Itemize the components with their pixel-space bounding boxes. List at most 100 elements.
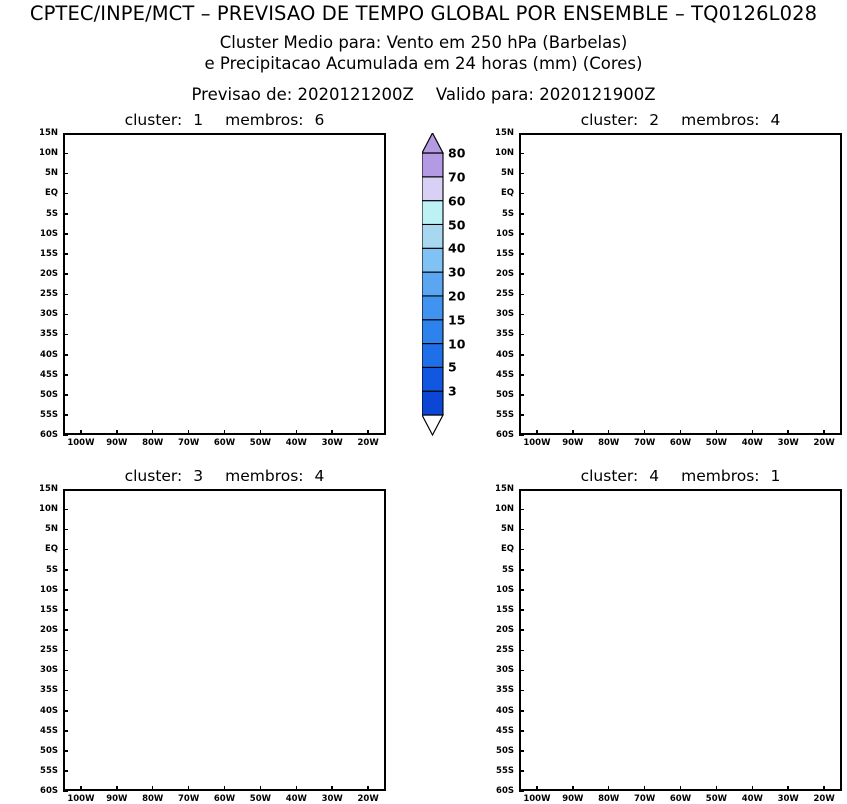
y-axis-tickmark xyxy=(63,750,68,752)
x-axis-tickmark xyxy=(644,430,646,435)
x-axis-tickmark xyxy=(116,786,118,791)
y-axis-tickmark xyxy=(519,213,524,215)
y-axis-tickmark xyxy=(63,133,68,135)
y-axis-tickmark xyxy=(519,334,524,336)
y-axis-tick: 55S xyxy=(496,410,514,420)
panel-frame xyxy=(63,489,386,791)
y-axis-tick: 30S xyxy=(40,309,58,319)
cluster-value: 2 xyxy=(649,111,659,129)
y-axis-tick: 40S xyxy=(496,350,514,360)
page-title: CPTEC/INPE/MCT – PREVISAO DE TEMPO GLOBA… xyxy=(0,2,847,25)
colorbar-band-70 xyxy=(422,177,443,201)
y-axis-tickmark xyxy=(519,730,524,732)
y-axis-tick: 15N xyxy=(39,484,58,494)
members-label: membros: xyxy=(225,111,303,129)
colorbar-tick-60: 60 xyxy=(448,193,465,208)
y-axis-tickmark xyxy=(63,650,68,652)
colorbar-tick-5: 5 xyxy=(448,360,457,375)
members-value: 4 xyxy=(771,111,781,129)
x-axis-tickmark xyxy=(572,786,574,791)
y-axis-tick: 20S xyxy=(40,269,58,279)
y-axis-tick: 20S xyxy=(496,625,514,635)
colorbar-tick-40: 40 xyxy=(448,241,465,256)
y-axis-tickmark xyxy=(63,549,68,551)
x-axis-tickmark xyxy=(331,430,333,435)
x-axis-tickmark xyxy=(116,430,118,435)
members-label: membros: xyxy=(225,467,303,485)
x-axis-tickmark xyxy=(536,430,538,435)
x-axis-tick: 60W xyxy=(670,438,691,448)
y-axis-tickmark xyxy=(63,690,68,692)
y-axis-tickmark xyxy=(519,414,524,416)
y-axis-tick: 35S xyxy=(40,329,58,339)
subtitle-line-2: e Precipitacao Acumulada em 24 horas (mm… xyxy=(0,54,847,73)
y-axis-tickmark xyxy=(519,374,524,376)
x-axis-tickmark xyxy=(716,786,718,791)
colorbar-tick-10: 10 xyxy=(448,336,465,351)
x-axis-tick: 100W xyxy=(523,438,550,448)
x-axis-tick: 50W xyxy=(706,438,727,448)
x-axis-tickmark xyxy=(716,430,718,435)
y-axis-tickmark xyxy=(63,710,68,712)
x-axis-tickmark xyxy=(188,786,190,791)
y-axis-tickmark xyxy=(519,770,524,772)
y-axis-tick: 10S xyxy=(40,229,58,239)
x-axis-tickmark xyxy=(608,430,610,435)
x-axis-tick: 50W xyxy=(250,438,271,448)
colorbar-tick-80: 80 xyxy=(448,146,465,161)
cluster-label: cluster: xyxy=(125,467,183,485)
y-axis-tick: 15S xyxy=(40,249,58,259)
x-axis-tickmark xyxy=(296,430,298,435)
x-axis-tick: 80W xyxy=(598,438,619,448)
y-axis-tickmark xyxy=(519,589,524,591)
forecast-valid-label: Valido para: 2020121900Z xyxy=(436,85,656,104)
x-axis-tickmark xyxy=(823,430,825,435)
y-axis-tick: 5S xyxy=(502,209,514,219)
colorbar-tick-20: 20 xyxy=(448,288,465,303)
x-axis-tickmark xyxy=(224,786,226,791)
y-axis-tick: 50S xyxy=(496,746,514,756)
y-axis-tick: 35S xyxy=(496,329,514,339)
x-axis-tickmark xyxy=(367,786,369,791)
y-axis-tick: 55S xyxy=(40,410,58,420)
x-axis-tickmark xyxy=(152,430,154,435)
x-axis-tickmark xyxy=(823,786,825,791)
y-axis-tick: 5N xyxy=(501,168,514,178)
x-axis-tick: 30W xyxy=(322,438,343,448)
members-value: 6 xyxy=(315,111,325,129)
x-axis-tick: 70W xyxy=(634,438,655,448)
x-axis-tick: 70W xyxy=(178,438,199,448)
y-axis-tick: 10N xyxy=(39,148,58,158)
y-axis-tickmark xyxy=(63,173,68,175)
y-axis-tick: 60S xyxy=(40,786,58,796)
y-axis-tick: 10N xyxy=(495,504,514,514)
y-axis-tick: 5N xyxy=(501,524,514,534)
y-axis-tickmark xyxy=(519,549,524,551)
y-axis-tickmark xyxy=(519,690,524,692)
y-axis-tickmark xyxy=(63,193,68,195)
x-axis-tick: 60W xyxy=(214,438,235,448)
panel-frame xyxy=(63,133,386,435)
colorbar-tick-70: 70 xyxy=(448,169,465,184)
y-axis-tickmark xyxy=(519,629,524,631)
x-axis-tickmark xyxy=(608,786,610,791)
y-axis-tickmark xyxy=(519,314,524,316)
colorbar-over-arrow xyxy=(422,133,443,153)
cluster-label: cluster: xyxy=(581,467,639,485)
y-axis-tickmark xyxy=(519,193,524,195)
members-value: 1 xyxy=(771,467,781,485)
colorbar-band-50 xyxy=(422,224,443,248)
y-axis-tick: 40S xyxy=(40,706,58,716)
y-axis-tick: 15S xyxy=(496,249,514,259)
panel-frame xyxy=(519,133,842,435)
x-axis-tick: 40W xyxy=(742,438,763,448)
y-axis-tick: 25S xyxy=(496,645,514,655)
x-axis-tickmark xyxy=(296,786,298,791)
